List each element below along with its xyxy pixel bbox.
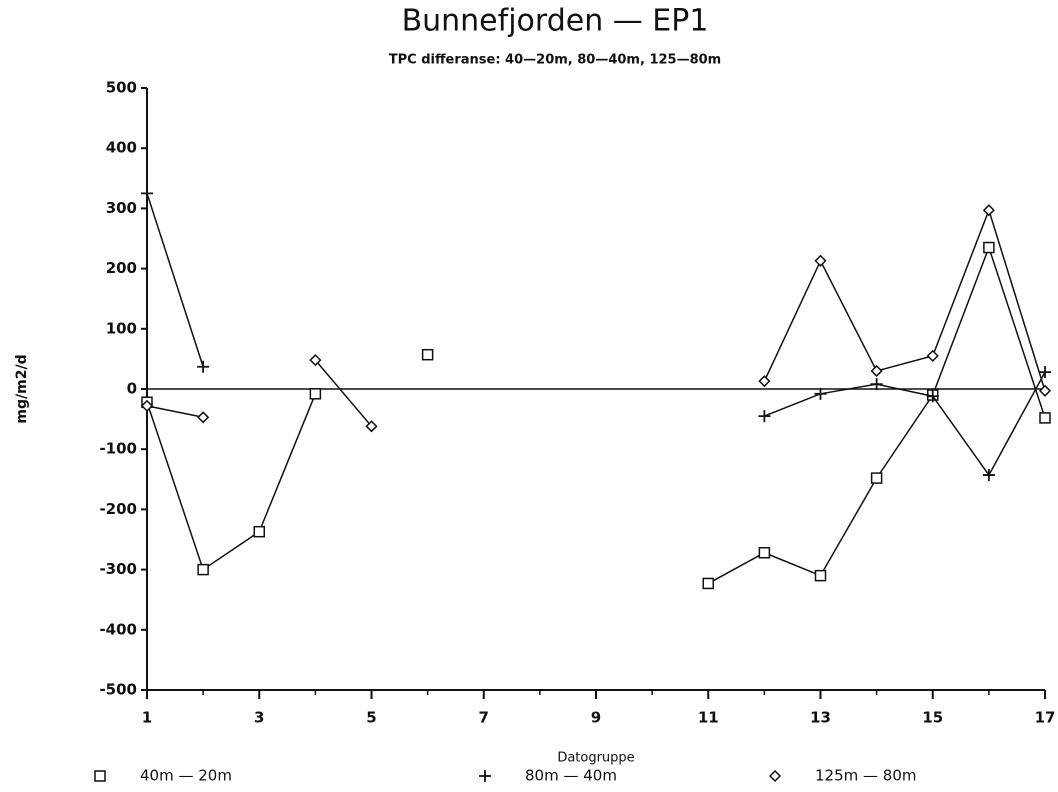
y-tick-label: 100	[106, 319, 137, 337]
x-tick-label: 5	[366, 709, 376, 727]
legend-label: 125m — 80m	[815, 767, 916, 785]
marker-square	[421, 348, 434, 361]
marker-diamond	[365, 420, 378, 433]
marker-diamond	[814, 254, 827, 267]
y-tick-label: 200	[106, 259, 137, 277]
y-tick-label: -200	[99, 500, 137, 518]
marker-plus	[870, 378, 883, 391]
marker-plus	[926, 390, 939, 403]
x-tick-label: 7	[479, 709, 489, 727]
marker-plus	[814, 387, 827, 400]
marker-square	[197, 563, 209, 576]
marker-square	[758, 546, 771, 559]
y-axis-label: mg/m2/d	[14, 354, 30, 423]
y-tick-label: -100	[99, 440, 137, 458]
x-tick-label: 15	[922, 709, 943, 727]
legend-label: 40m — 20m	[140, 767, 232, 785]
x-tick-label: 11	[698, 709, 719, 727]
marker-square	[1039, 412, 1051, 424]
series-line	[146, 193, 1046, 477]
marker-diamond	[982, 204, 995, 217]
marker-square	[702, 577, 714, 590]
x-tick-label: 13	[810, 709, 831, 727]
y-tick-label: -500	[99, 681, 137, 699]
chart-subtitle: TPC differanse: 40—20m, 80—40m, 125—80m	[389, 53, 721, 68]
marker-diamond	[309, 354, 322, 367]
marker-square	[870, 472, 883, 484]
marker-diamond	[758, 375, 771, 388]
marker-diamond	[197, 411, 210, 424]
y-tick-label: 400	[106, 139, 137, 157]
series-line	[146, 207, 1046, 427]
x-tick-label: 1	[142, 709, 152, 727]
x-tick-label: 3	[254, 709, 264, 727]
marker-diamond	[140, 399, 154, 412]
y-tick-label: -400	[99, 620, 137, 638]
marker-square	[94, 770, 106, 782]
marker-diamond	[1038, 384, 1052, 397]
marker-diamond	[768, 769, 782, 783]
marker-square	[309, 388, 322, 400]
y-tick-label: 0	[127, 380, 137, 398]
marker-plus	[758, 410, 771, 423]
marker-square	[253, 525, 265, 538]
series-line	[146, 245, 1046, 585]
y-tick-label: -300	[99, 560, 137, 578]
marker-square	[983, 241, 995, 254]
marker-diamond	[926, 349, 939, 362]
y-tick-label: 300	[106, 199, 137, 217]
x-axis-label: Datogruppe	[557, 751, 634, 766]
y-tick-label: 500	[106, 79, 137, 97]
x-tick-label: 17	[1035, 709, 1056, 727]
marker-plus	[197, 360, 210, 373]
x-tick-label: 9	[591, 709, 601, 727]
marker-plus	[479, 770, 491, 782]
marker-square	[814, 569, 827, 582]
marker-plus	[982, 469, 995, 482]
chart-title: Bunnefjorden — EP1	[402, 4, 709, 39]
marker-diamond	[870, 364, 883, 378]
legend-label: 80m — 40m	[525, 767, 617, 785]
marker-plus	[1039, 366, 1051, 379]
marker-plus	[141, 187, 153, 200]
